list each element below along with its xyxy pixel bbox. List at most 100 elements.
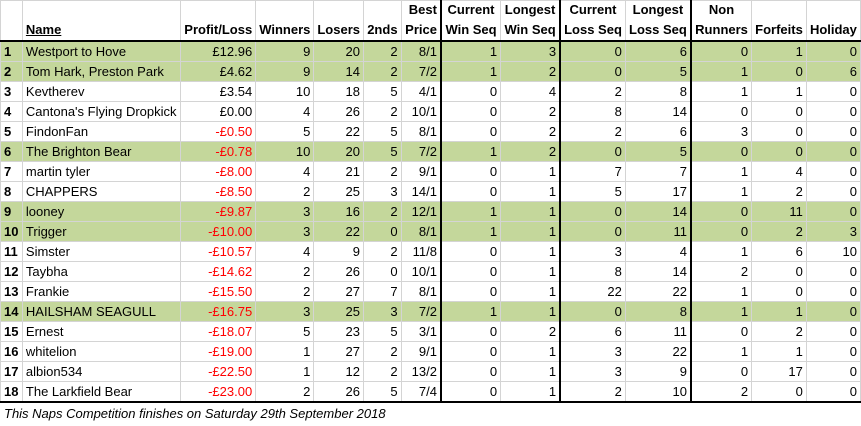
row-seconds: 5: [363, 321, 402, 342]
row-position: 12: [0, 261, 23, 282]
row-current-loss-seq: 3: [559, 341, 626, 362]
row-position: 6: [0, 141, 23, 162]
table-row: 10 Trigger -£10.00 3 22 0 8/1 1 1 0 11 0 2 3: [0, 221, 861, 242]
row-longest-win-seq: 1: [500, 361, 562, 382]
row-non-runners: 1: [690, 241, 753, 262]
row-player-name: The Brighton Bear: [21, 141, 182, 162]
row-forfeits: 1: [751, 301, 807, 322]
row-profit-loss: -£0.78: [180, 141, 257, 162]
header-current-loss-top: Current: [559, 0, 626, 20]
row-winners: 2: [255, 181, 315, 202]
row-seconds: 2: [363, 40, 402, 62]
row-winners: 9: [255, 61, 315, 82]
row-holiday: 0: [805, 281, 861, 302]
row-seconds: 2: [363, 101, 402, 122]
header-longest-loss-seq: Loss Seq: [624, 20, 692, 42]
row-seconds: 5: [363, 81, 402, 102]
row-current-win-seq: 0: [439, 321, 502, 342]
row-longest-loss-seq: 14: [624, 261, 692, 282]
row-player-name: looney: [21, 201, 182, 222]
table-row: 3 Kevtherev £3.54 10 18 5 4/1 0 4 2 8 1 1 0: [0, 81, 861, 102]
row-position: 10: [0, 221, 23, 242]
row-current-loss-seq: 3: [559, 241, 626, 262]
row-holiday: 0: [805, 301, 861, 322]
row-profit-loss: -£10.00: [180, 221, 257, 242]
row-holiday: 0: [805, 161, 861, 182]
row-position: 1: [0, 40, 23, 62]
row-current-win-seq: 0: [439, 241, 502, 262]
row-longest-loss-seq: 8: [624, 81, 692, 102]
row-non-runners: 0: [690, 321, 753, 342]
table-row: 8 CHAPPERS -£8.50 2 25 3 14/1 0 1 5 17 1 2 0: [0, 181, 861, 202]
row-losers: 20: [313, 141, 364, 162]
row-longest-loss-seq: 8: [624, 301, 692, 322]
row-forfeits: 2: [751, 321, 807, 342]
row-winners: 1: [255, 341, 315, 362]
row-best-price: 4/1: [400, 81, 442, 102]
row-position: 8: [0, 181, 23, 202]
row-player-name: Cantona's Flying Dropkick: [21, 101, 182, 122]
row-longest-win-seq: 2: [500, 61, 562, 82]
row-winners: 5: [255, 121, 315, 142]
row-current-loss-seq: 8: [559, 101, 626, 122]
table-row: 4 Cantona's Flying Dropkick £0.00 4 26 2 10/1 0…: [0, 101, 861, 122]
row-non-runners: 1: [690, 341, 753, 362]
row-forfeits: 17: [751, 361, 807, 382]
row-seconds: 2: [363, 161, 402, 182]
row-non-runners: 3: [690, 121, 753, 142]
row-position: 4: [0, 101, 23, 122]
table-row: 14 HAILSHAM SEAGULL -£16.75 3 25 3 7/2 1 1 0 8 1 1 0: [0, 301, 861, 322]
row-profit-loss: -£22.50: [180, 361, 257, 382]
table-body: 1 Westport to Hove £12.96 9 20 2 8/1 1 3 0 6 0 1 0 2 To…: [0, 40, 861, 403]
header-forfeits: Forfeits: [751, 20, 807, 42]
row-current-loss-seq: 2: [559, 121, 626, 142]
table-row: 9 looney -£9.87 3 16 2 12/1 1 1 0 14 0 11 0: [0, 201, 861, 222]
row-current-loss-seq: 7: [559, 161, 626, 182]
row-forfeits: 11: [751, 201, 807, 222]
table-row: 17 albion534 -£22.50 1 12 2 13/2 0 1 3 9 0 17 0: [0, 361, 861, 382]
row-seconds: 2: [363, 201, 402, 222]
row-non-runners: 1: [690, 161, 753, 182]
row-seconds: 5: [363, 141, 402, 162]
row-losers: 16: [313, 201, 364, 222]
row-position: 17: [0, 361, 23, 382]
row-best-price: 7/4: [400, 381, 442, 403]
row-profit-loss: -£14.62: [180, 261, 257, 282]
row-longest-win-seq: 1: [500, 181, 562, 202]
header-profit-loss: Profit/Loss: [180, 20, 257, 42]
row-winners: 9: [255, 40, 315, 62]
row-seconds: 3: [363, 181, 402, 202]
row-best-price: 12/1: [400, 201, 442, 222]
header-holiday: Holiday: [805, 20, 861, 42]
row-profit-loss: -£19.00: [180, 341, 257, 362]
header-winners: Winners: [255, 20, 315, 42]
row-losers: 25: [313, 301, 364, 322]
row-winners: 2: [255, 281, 315, 302]
row-holiday: 0: [805, 40, 861, 62]
row-best-price: 7/2: [400, 61, 442, 82]
row-longest-win-seq: 1: [500, 261, 562, 282]
table-row: 11 Simster -£10.57 4 9 2 11/8 0 1 3 4 1 6 10: [0, 241, 861, 262]
row-seconds: 5: [363, 381, 402, 403]
row-longest-win-seq: 2: [500, 141, 562, 162]
row-current-win-seq: 0: [439, 121, 502, 142]
row-holiday: 0: [805, 361, 861, 382]
row-holiday: 0: [805, 261, 861, 282]
header-seconds: 2nds: [363, 20, 402, 42]
row-best-price: 13/2: [400, 361, 442, 382]
row-non-runners: 0: [690, 101, 753, 122]
row-current-loss-seq: 2: [559, 381, 626, 403]
row-best-price: 8/1: [400, 281, 442, 302]
row-longest-loss-seq: 5: [624, 61, 692, 82]
row-best-price: 9/1: [400, 161, 442, 182]
row-forfeits: 0: [751, 141, 807, 162]
row-losers: 26: [313, 101, 364, 122]
row-current-win-seq: 1: [439, 221, 502, 242]
row-longest-win-seq: 1: [500, 161, 562, 182]
row-losers: 20: [313, 40, 364, 62]
row-holiday: 6: [805, 61, 861, 82]
row-longest-loss-seq: 14: [624, 101, 692, 122]
row-holiday: 0: [805, 381, 861, 403]
row-non-runners: 0: [690, 141, 753, 162]
row-player-name: The Larkfield Bear: [21, 381, 182, 403]
